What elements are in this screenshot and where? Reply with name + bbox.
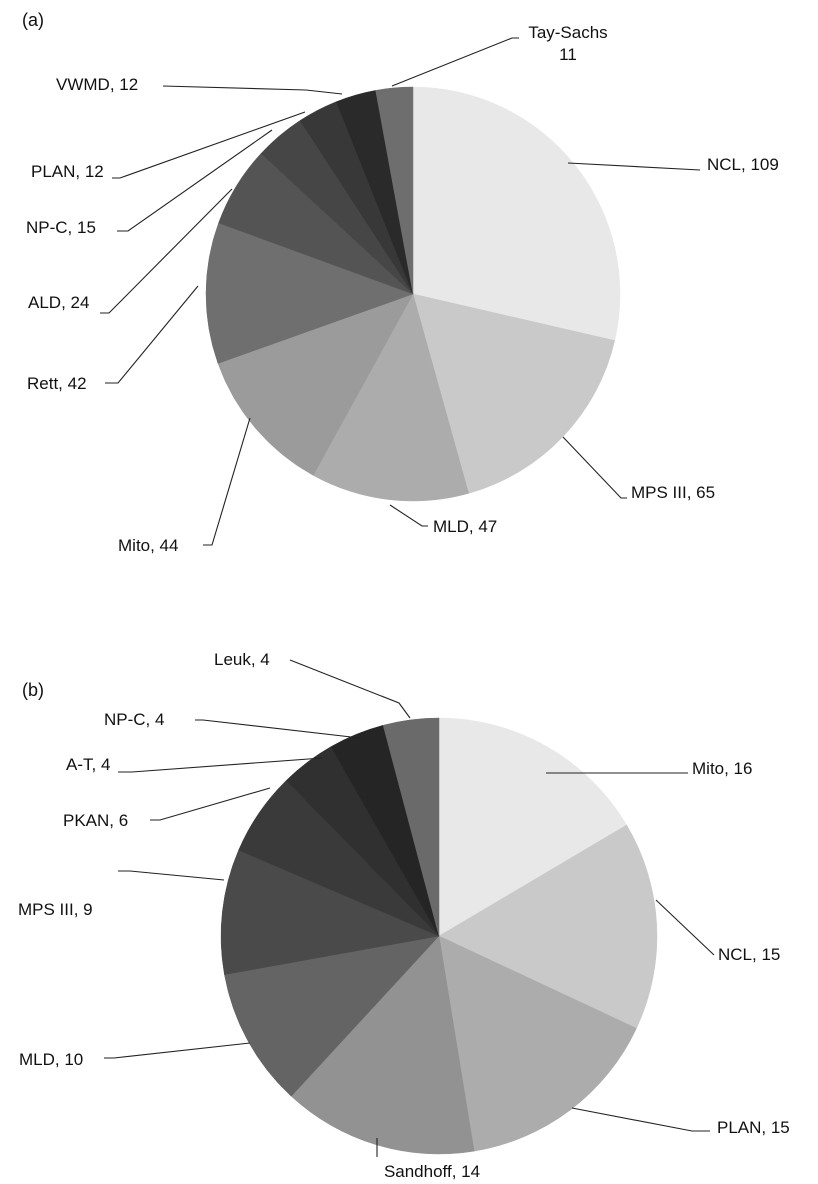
pie-chart-b: (b) Mito, 16 NCL, 15 PLAN, 15 Sandhoff, 14 M… <box>18 650 790 1181</box>
slice-label-mps-iii: MPS III, 9 <box>18 900 93 919</box>
slice-label-mld: MLD, 47 <box>433 517 497 536</box>
leader-line-mps-iii <box>118 870 225 881</box>
pie-slice-sandhoff <box>290 935 475 1155</box>
pie-slice-ncl <box>412 86 621 341</box>
leader-line-ald <box>100 188 233 314</box>
leader-line-pkan <box>150 787 271 821</box>
slice-label-np-c: NP-C, 4 <box>104 710 164 729</box>
slice-label-ald: ALD, 24 <box>28 293 89 312</box>
pie-slice-mps-iii <box>220 849 440 975</box>
slice-label-pkan: PKAN, 6 <box>63 811 128 830</box>
slice-label-rett: Rett, 42 <box>27 374 87 393</box>
leader-line-plan <box>571 1107 710 1132</box>
panel-label-a: (a) <box>22 10 44 30</box>
slice-label-mps-iii: MPS III, 65 <box>631 483 715 502</box>
leader-line-mps-iii <box>562 436 627 499</box>
slice-label-sandhoff: Sandhoff, 14 <box>384 1162 480 1181</box>
slice-label-mito: Mito, 44 <box>118 536 178 555</box>
pie-slice-mld <box>224 935 440 1097</box>
pie-slice-leuk <box>382 717 440 937</box>
slice-label-ncl: NCL, 15 <box>718 945 780 964</box>
slice-label-mld: MLD, 10 <box>19 1050 83 1069</box>
slice-label-a-t: A-T, 4 <box>66 755 110 774</box>
slice-label-plan: PLAN, 15 <box>717 1118 790 1137</box>
leader-line-mld <box>389 504 428 527</box>
slice-label-mito: Mito, 16 <box>692 759 752 778</box>
leader-line-leuk <box>289 659 411 719</box>
slice-label-vwmd: VWMD, 12 <box>56 75 138 94</box>
panel-label-b: (b) <box>22 680 44 700</box>
leader-line-tay-sachs <box>391 37 519 87</box>
leader-line-rett <box>105 285 199 384</box>
pie-slice-ncl <box>438 824 658 1029</box>
leader-line-vwmd <box>162 85 343 95</box>
pie-slice-tay-sachs <box>375 86 414 295</box>
pie-slice-rett <box>205 222 414 364</box>
leader-line-a-t <box>118 757 323 773</box>
pie-slice-mito <box>217 293 414 476</box>
slice-label-ncl: NCL, 109 <box>707 155 779 174</box>
slice-label-plan: PLAN, 12 <box>31 162 104 181</box>
leader-line-ncl <box>655 899 715 956</box>
leader-line-mito <box>203 417 251 546</box>
slice-label-tay-sachs: Tay-Sachs 11 <box>528 23 607 64</box>
leader-line-plan <box>112 111 306 179</box>
slice-label-leuk: Leuk, 4 <box>214 650 270 669</box>
leader-line-ncl <box>567 162 701 171</box>
pie-chart-a: (a) NCL, 109 MPS III, 65 MLD, 47 Mito, 44 Re… <box>22 10 779 555</box>
pie-slice-mps-iii <box>412 293 615 494</box>
leader-line-mld <box>104 1042 251 1059</box>
pie-slice-plan <box>438 935 637 1152</box>
leader-line-np-c <box>117 129 273 232</box>
pie-slice-mld <box>312 293 469 502</box>
slice-label-np-c: NP-C, 15 <box>26 218 96 237</box>
leader-line-np-c <box>195 719 361 739</box>
